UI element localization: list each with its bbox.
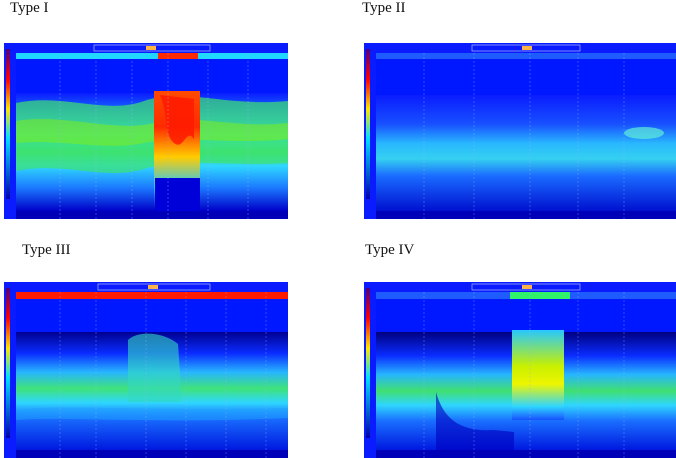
heatmap-panel-type-1 [4, 43, 288, 219]
heatmap-panel-type-2 [364, 43, 676, 219]
color-scale-bar [6, 49, 10, 199]
panel-label-type-1: Type I [10, 0, 49, 16]
panel-label-type-4: Type IV [365, 242, 415, 258]
heatmap-graphic [364, 282, 676, 458]
color-scale-bar [366, 49, 370, 199]
panel-label-type-2: Type II [362, 0, 406, 16]
color-scale-bar [366, 288, 370, 438]
time-marker [522, 46, 532, 50]
heatmap-panel-type-4 [364, 282, 676, 458]
heatmap-graphic [4, 43, 288, 219]
heatmap-graphic [4, 282, 288, 458]
panel-label-type-3: Type III [22, 242, 71, 258]
time-marker [146, 46, 156, 50]
time-marker [148, 285, 158, 289]
heatmap-panel-type-3 [4, 282, 288, 458]
time-marker [522, 285, 532, 289]
color-scale-bar [6, 288, 10, 438]
heatmap-graphic [364, 43, 676, 219]
